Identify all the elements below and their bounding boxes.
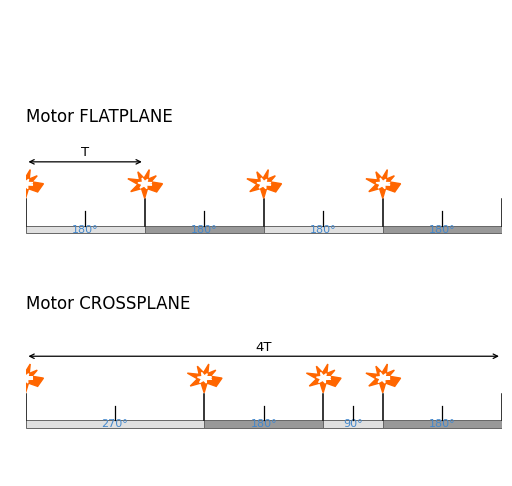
Polygon shape [9,364,44,393]
Polygon shape [128,170,162,198]
Text: 180°: 180° [191,225,218,235]
Polygon shape [19,178,33,189]
Bar [26,226,145,233]
Polygon shape [257,178,271,189]
Text: 180°: 180° [72,225,98,235]
Text: 90°: 90° [343,419,363,429]
Polygon shape [9,170,44,198]
Polygon shape [366,364,400,393]
Bar [323,420,383,428]
Text: 180°: 180° [429,419,456,429]
Polygon shape [376,178,390,189]
Bar [26,420,204,428]
Polygon shape [376,372,390,383]
Text: 180°: 180° [310,225,336,235]
Polygon shape [187,364,222,393]
Text: 4T: 4T [255,341,272,354]
Bar [204,420,323,428]
Bar [383,226,502,233]
Polygon shape [138,178,152,189]
Polygon shape [306,364,341,393]
Polygon shape [247,170,282,198]
Text: T: T [81,146,89,159]
Polygon shape [19,372,33,383]
Polygon shape [198,372,211,383]
Text: 180°: 180° [429,225,456,235]
Polygon shape [316,372,331,383]
Bar [145,226,264,233]
Bar [383,420,502,428]
Text: Motor CROSSPLANE: Motor CROSSPLANE [26,295,190,313]
Polygon shape [366,170,400,198]
Bar [264,226,383,233]
Text: 180°: 180° [250,419,277,429]
Text: Motor FLATPLANE: Motor FLATPLANE [26,108,173,126]
Text: 270°: 270° [101,419,128,429]
